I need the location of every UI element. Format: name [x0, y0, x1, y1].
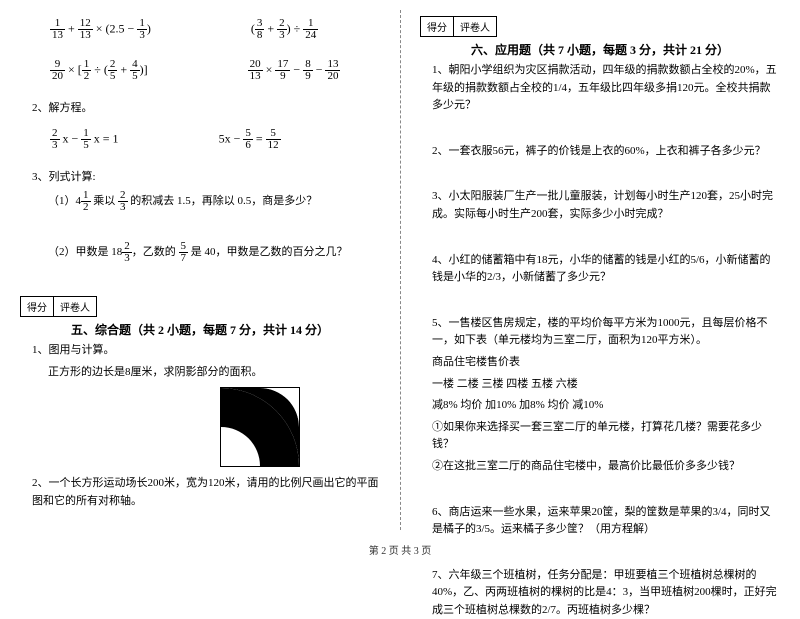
r-q5-a: ①如果你来选择买一套三室二厅的单元楼，打算花几楼？需要花多少钱？: [432, 419, 780, 454]
r-q5-table-title: 商品住宅楼售价表: [432, 354, 780, 372]
q2-label: 2、解方程。: [32, 100, 380, 118]
q3-label: 3、列式计算:: [32, 169, 380, 187]
grader-label-6: 评卷人: [454, 17, 496, 36]
section6-head: 得分 评卷人: [420, 16, 780, 37]
grader-label: 评卷人: [54, 297, 96, 316]
r-q5-b: ②在这批三室二厅的商品住宅楼中，最高价比最低价多多少钱？: [432, 458, 780, 476]
left-column: 113 + 1213 × (2.5 − 13) (38 + 23) ÷ 124 …: [0, 0, 400, 540]
page-footer: 第 2 页 共 3 页: [0, 542, 800, 557]
score-label: 得分: [21, 297, 54, 316]
section5-head: 得分 评卷人: [20, 296, 380, 317]
r-q2: 2、一套衣服56元，裤子的价钱是上衣的60%，上衣和裤子各多少元？: [432, 143, 780, 161]
score-box-6: 得分 评卷人: [420, 16, 497, 37]
q5-2: 2、一个长方形运动场长200米，宽为120米，请用的比例尺画出它的平面图和它的所…: [32, 475, 380, 510]
shadow-figure: [220, 387, 300, 467]
score-box-5: 得分 评卷人: [20, 296, 97, 317]
expr-2: (38 + 23) ÷ 124: [251, 18, 318, 41]
r-q4: 4、小红的储蓄箱中有18元，小华的储蓄的钱是小红的5/6，小新储蓄的钱是小华的2…: [432, 252, 780, 287]
r-q6: 6、商店运来一些水果，运来苹果20筐，梨的筐数是苹果的3/4，同时又是橘子的3/…: [432, 504, 780, 539]
r-q5: 5、一售楼区售房规定，楼的平均价每平方米为1000元，且每层价格不一，如下表（单…: [432, 315, 780, 350]
eq-2: 5x − 56 = 512: [219, 128, 281, 151]
column-divider: [400, 10, 401, 530]
expr-row-2: 920 × [12 ÷ (25 + 45)] 2013 × 179 − 89 −…: [50, 59, 380, 82]
r-q1: 1、朝阳小学组织为灾区捐款活动，四年级的捐款数额占全校的20%，五年级的捐款数额…: [432, 62, 780, 115]
r-q3: 3、小太阳服装厂生产一批儿童服装，计划每小时生产120套，25小时完成。实际每小…: [432, 188, 780, 223]
r-q7: 7、六年级三个班植树，任务分配是：甲班要植三个班植树总棵树的40%，乙、丙两班植…: [432, 567, 780, 619]
section5-title: 五、综合题（共 2 小题，每题 7 分，共计 14 分）: [20, 321, 380, 338]
expr-3: 920 × [12 ÷ (25 + 45)]: [50, 59, 148, 82]
r-q5-row1: 一楼 二楼 三楼 四楼 五楼 六楼: [432, 376, 780, 394]
eq-1: 23 x − 15 x = 1: [50, 128, 119, 151]
score-label-6: 得分: [421, 17, 454, 36]
right-column: 得分 评卷人 六、应用题（共 7 小题，每题 3 分，共计 21 分） 1、朝阳…: [400, 0, 800, 540]
q3-1: （1）412 乘以 23 的积减去 1.5，再除以 0.5，商是多少？: [48, 190, 380, 213]
q3-2: （2）甲数是 1823，乙数的 57 是 40，甲数是乙数的百分之几？: [48, 241, 380, 264]
section6-title: 六、应用题（共 7 小题，每题 3 分，共计 21 分）: [420, 41, 780, 58]
q2-eqs: 23 x − 15 x = 1 5x − 56 = 512: [50, 128, 380, 151]
q5-1: 1、图用与计算。: [32, 342, 380, 360]
expr-1: 113 + 1213 × (2.5 − 13): [50, 18, 151, 41]
expr-row-1: 113 + 1213 × (2.5 − 13) (38 + 23) ÷ 124: [50, 18, 380, 41]
q5-1b: 正方形的边长是8厘米，求阴影部分的面积。: [48, 364, 380, 382]
r-q5-row2: 减8% 均价 加10% 加8% 均价 减10%: [432, 397, 780, 415]
expr-4: 2013 × 179 − 89 − 1320: [248, 59, 341, 82]
